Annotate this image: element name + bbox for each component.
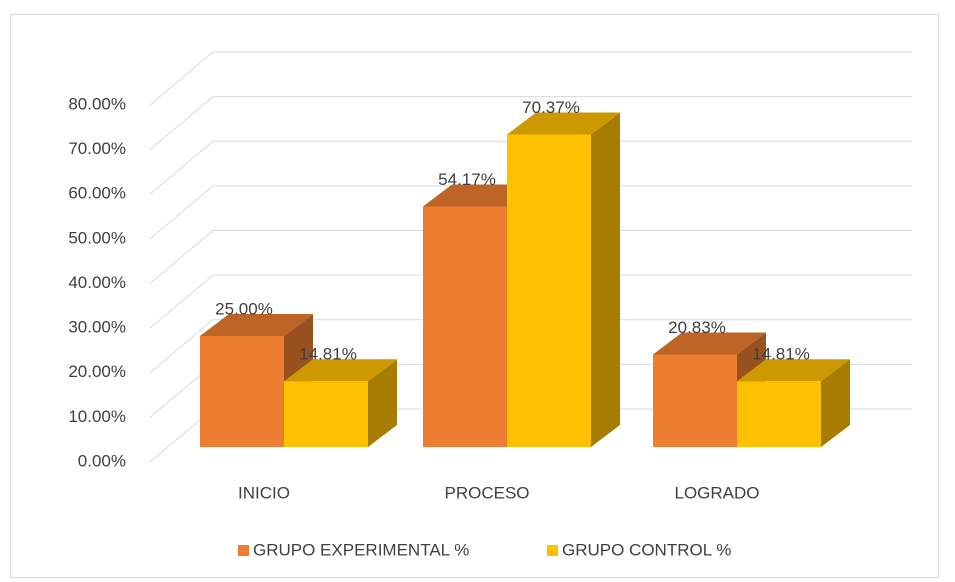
y-tick-label: 40.00% [68, 273, 126, 292]
grid-line [149, 51, 912, 106]
legend-label: GRUPO CONTROL % [562, 540, 731, 559]
grid-line [149, 140, 912, 195]
bar-front [200, 335, 284, 447]
bar-front [737, 381, 821, 447]
data-label: 70.37% [522, 98, 580, 117]
legend-swatch [547, 545, 558, 556]
bar-top [507, 112, 620, 135]
y-tick-label: 50.00% [68, 228, 126, 247]
data-label: 20.83% [668, 318, 726, 337]
grid-line [149, 274, 912, 329]
bar-front [284, 381, 368, 447]
data-label: 25.00% [215, 299, 273, 318]
grid-line [149, 96, 912, 151]
x-tick-label: INICIO [238, 483, 290, 502]
bar-side [821, 359, 850, 447]
data-label: 14.81% [299, 345, 357, 364]
grid-line [149, 185, 912, 240]
y-tick-label: 20.00% [68, 362, 126, 381]
y-tick-label: 0.00% [78, 451, 126, 470]
y-tick-label: 70.00% [68, 139, 126, 158]
legend-swatch [238, 545, 249, 556]
bar-top [200, 313, 313, 336]
y-tick-label: 80.00% [68, 94, 126, 113]
bar-top [737, 359, 850, 382]
bar-front [423, 206, 507, 447]
bar-top [284, 359, 397, 382]
bar [507, 112, 620, 447]
y-tick-label: 30.00% [68, 318, 126, 337]
bar-side [591, 112, 620, 447]
bar-side [368, 359, 397, 447]
bar-front [507, 134, 591, 447]
data-label: 54.17% [438, 170, 496, 189]
x-tick-label: LOGRADO [674, 483, 759, 502]
bar-top [653, 332, 766, 355]
grid-line [149, 230, 912, 284]
x-tick-label: PROCESO [444, 483, 529, 502]
y-tick-label: 10.00% [68, 407, 126, 426]
data-label: 14.81% [752, 345, 810, 364]
grid-line [149, 319, 912, 374]
legend-label: GRUPO EXPERIMENTAL % [253, 540, 469, 559]
bar [284, 359, 397, 447]
bar-front [653, 354, 737, 447]
y-tick-label: 60.00% [68, 184, 126, 203]
bar [737, 359, 850, 447]
